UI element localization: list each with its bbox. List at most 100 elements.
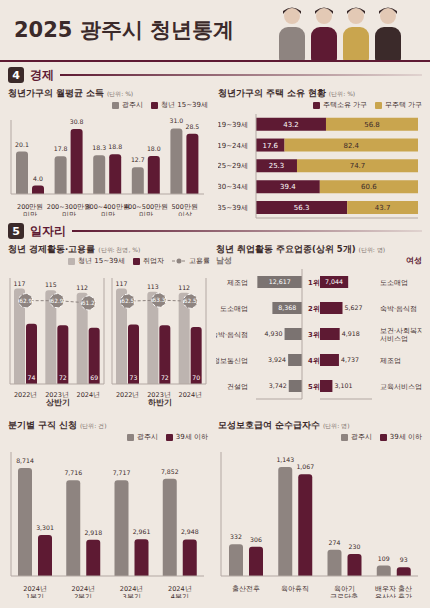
svg-text:7,716: 7,716	[64, 469, 82, 476]
svg-text:93: 93	[400, 556, 408, 563]
svg-text:70: 70	[192, 374, 200, 381]
svg-text:12.7: 12.7	[131, 156, 145, 163]
svg-text:7,717: 7,717	[113, 469, 131, 476]
svg-text:출산전후: 출산전후	[232, 585, 260, 593]
svg-text:4,930: 4,930	[265, 330, 283, 337]
svg-text:2,948: 2,948	[181, 528, 199, 535]
svg-text:62.5: 62.5	[121, 298, 134, 304]
svg-text:1,143: 1,143	[276, 456, 294, 463]
svg-text:2024년: 2024년	[179, 391, 203, 398]
svg-text:82.4: 82.4	[343, 142, 359, 150]
svg-text:25~29세: 25~29세	[218, 162, 248, 170]
svg-text:74: 74	[28, 374, 36, 381]
svg-text:43.2: 43.2	[283, 121, 299, 129]
svg-text:1위: 1위	[308, 279, 320, 287]
svg-text:30~34세: 30~34세	[218, 183, 248, 191]
svg-text:200만원미만: 200만원미만	[17, 203, 43, 216]
svg-text:30.8: 30.8	[70, 118, 84, 125]
svg-text:31.0: 31.0	[170, 117, 184, 124]
svg-text:19~24세: 19~24세	[218, 142, 248, 150]
svg-text:2,918: 2,918	[84, 529, 102, 536]
svg-text:배우자 출산유사산 휴가: 배우자 출산유사산 휴가	[375, 585, 412, 598]
svg-text:2024년2분기: 2024년2분기	[72, 585, 96, 598]
svg-text:28.5: 28.5	[186, 123, 200, 130]
svg-text:63.3: 63.3	[153, 297, 166, 303]
svg-text:7,852: 7,852	[161, 468, 179, 475]
svg-text:109: 109	[378, 555, 390, 562]
svg-text:72: 72	[59, 374, 67, 381]
svg-text:2022년: 2022년	[14, 391, 38, 398]
svg-text:육아휴직: 육아휴직	[281, 585, 309, 593]
svg-text:62.9: 62.9	[19, 298, 32, 304]
svg-text:7,044: 7,044	[325, 278, 343, 285]
svg-text:117: 117	[116, 280, 128, 287]
svg-text:62.5: 62.5	[184, 298, 197, 304]
svg-text:도소매업: 도소매업	[380, 279, 408, 287]
svg-text:332: 332	[230, 533, 242, 540]
svg-text:274: 274	[329, 539, 341, 546]
svg-text:정보통신업: 정보통신업	[216, 357, 248, 365]
svg-text:숙박·음식점: 숙박·음식점	[380, 305, 417, 313]
svg-text:230: 230	[349, 543, 361, 550]
svg-text:2024년3분기: 2024년3분기	[120, 585, 144, 598]
svg-text:39.4: 39.4	[280, 183, 296, 191]
svg-text:115: 115	[45, 281, 57, 288]
svg-text:56.3: 56.3	[294, 204, 310, 212]
svg-text:2위: 2위	[308, 305, 320, 313]
svg-text:8,368: 8,368	[278, 304, 296, 311]
svg-text:3,924: 3,924	[268, 356, 286, 363]
svg-text:400~500만원미만: 400~500만원미만	[124, 203, 168, 216]
svg-text:56.8: 56.8	[364, 121, 380, 129]
svg-text:2024년1분기: 2024년1분기	[23, 585, 47, 598]
svg-text:2024년: 2024년	[77, 391, 101, 398]
svg-text:18.8: 18.8	[108, 143, 122, 150]
svg-text:교육서비스업: 교육서비스업	[380, 383, 422, 391]
svg-text:19~39세: 19~39세	[218, 121, 248, 129]
svg-text:12,617: 12,617	[269, 278, 291, 285]
svg-text:2024년4분기: 2024년4분기	[168, 585, 192, 598]
svg-text:건설업: 건설업	[227, 383, 248, 391]
svg-text:숙박·음식점: 숙박·음식점	[216, 331, 248, 339]
svg-text:18.3: 18.3	[92, 144, 106, 151]
svg-text:35~39세: 35~39세	[218, 204, 248, 212]
svg-text:4.0: 4.0	[33, 175, 43, 182]
svg-text:500만원이상: 500만원이상	[171, 203, 197, 216]
svg-text:112: 112	[76, 284, 88, 291]
svg-text:117: 117	[14, 280, 26, 287]
svg-text:4위: 4위	[308, 357, 320, 365]
svg-text:8,714: 8,714	[16, 457, 34, 464]
svg-text:306: 306	[250, 536, 262, 543]
svg-text:3,742: 3,742	[269, 382, 287, 389]
svg-text:73: 73	[130, 374, 138, 381]
svg-text:25.3: 25.3	[269, 162, 285, 170]
svg-text:5,627: 5,627	[345, 304, 363, 311]
svg-text:18.0: 18.0	[147, 145, 161, 152]
svg-text:113: 113	[147, 283, 159, 290]
svg-text:20.1: 20.1	[15, 141, 29, 148]
svg-text:2023년: 2023년	[147, 391, 171, 398]
svg-text:69: 69	[90, 374, 98, 381]
svg-text:62.9: 62.9	[51, 298, 64, 304]
svg-text:61.2: 61.2	[82, 300, 95, 306]
svg-text:제조업: 제조업	[227, 279, 248, 287]
svg-text:2023년: 2023년	[45, 391, 69, 398]
svg-text:74.7: 74.7	[350, 162, 366, 170]
svg-text:4,918: 4,918	[342, 330, 360, 337]
svg-text:17.6: 17.6	[262, 142, 278, 150]
svg-text:1,067: 1,067	[296, 463, 314, 470]
svg-text:43.7: 43.7	[375, 204, 391, 212]
svg-text:4,737: 4,737	[341, 356, 359, 363]
svg-text:보건·사회복지서비스업: 보건·사회복지서비스업	[380, 327, 422, 343]
svg-text:112: 112	[178, 284, 190, 291]
svg-text:제조업: 제조업	[380, 357, 401, 365]
svg-text:5위: 5위	[308, 383, 320, 391]
svg-text:60.6: 60.6	[361, 183, 377, 191]
svg-text:72: 72	[161, 374, 169, 381]
svg-text:3위: 3위	[308, 331, 320, 339]
svg-text:2,961: 2,961	[133, 528, 151, 535]
svg-text:3,301: 3,301	[36, 524, 54, 531]
svg-text:도소매업: 도소매업	[220, 305, 248, 313]
svg-text:3,101: 3,101	[334, 382, 352, 389]
svg-text:육아기근로단축: 육아기근로단축	[330, 585, 358, 598]
svg-text:17.8: 17.8	[54, 145, 68, 152]
